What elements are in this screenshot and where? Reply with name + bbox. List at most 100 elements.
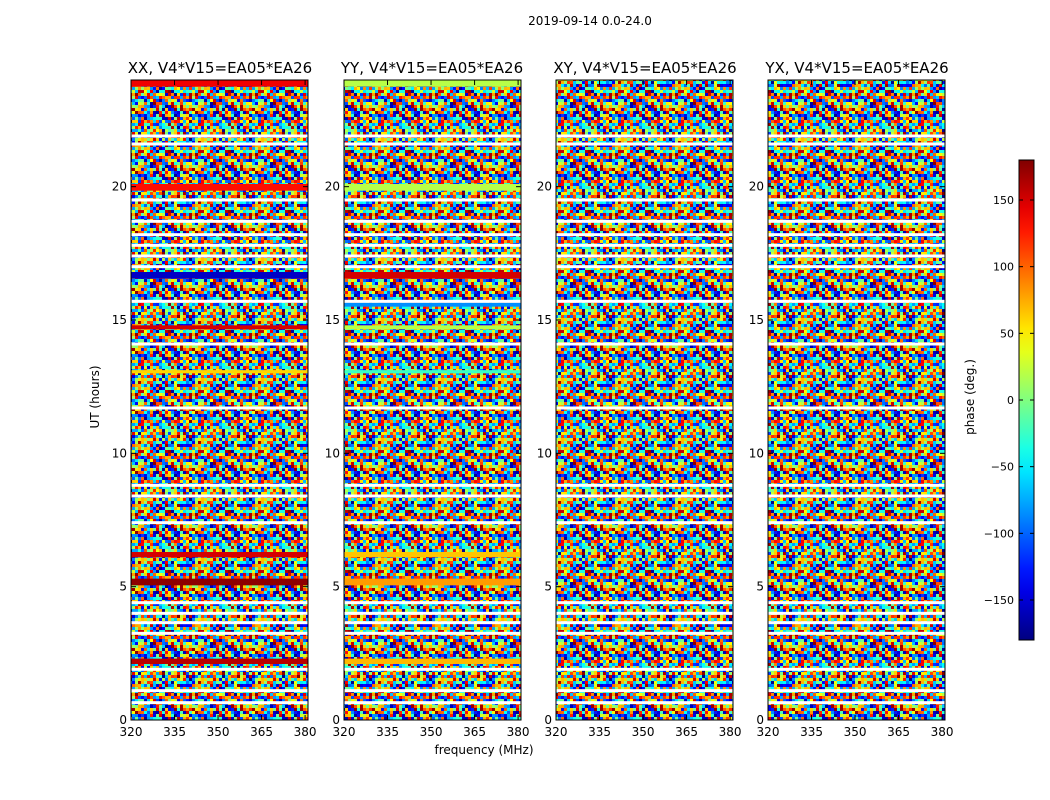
- panel-yy-xtick-label-320: 320: [333, 725, 356, 739]
- panel-yx-flagged-11: [768, 342, 945, 346]
- panel-xx-ytick-label-5: 5: [119, 580, 127, 594]
- panel-yy-flagged-10: [344, 406, 521, 410]
- panel-xy-flagged-16: [556, 233, 733, 237]
- colorbar-tick-label-1: 100: [993, 261, 1014, 274]
- panel-xy-ytick-label-10: 10: [537, 446, 552, 460]
- panel-yx-ytick-label-20: 20: [749, 180, 764, 194]
- panel-xx-flagged-8: [131, 494, 308, 498]
- panel-yx-frame: [767, 79, 946, 721]
- panel-yx-flagged-1: [768, 689, 945, 693]
- panel-xx-band-7: [131, 658, 308, 664]
- panel-xy-flagged-10: [556, 406, 733, 410]
- panel-xx-flagged-11: [131, 342, 308, 346]
- panel-yy-flagged-2: [344, 667, 521, 671]
- panel-xy-flagged-7: [556, 521, 733, 525]
- panel-xx-flagged-5: [131, 611, 308, 615]
- panel-yy-band-6: [344, 552, 521, 558]
- panel-xx-ytick-label-15: 15: [112, 313, 127, 327]
- panel-xx-xtick-label-350: 350: [207, 725, 230, 739]
- panel-xy-flagged-6: [556, 601, 733, 605]
- colorbar-tick-label-6: −150: [984, 594, 1014, 607]
- panel-xx-flagged-4: [131, 621, 308, 625]
- panel-xy-flagged-2: [556, 667, 733, 671]
- panel-yx-xtick-label-380: 380: [931, 725, 954, 739]
- panel-yx-flagged-9: [768, 483, 945, 487]
- panel-xy-flagged-9: [556, 483, 733, 487]
- figure-title: 2019-09-14 0.0-24.0: [528, 14, 652, 28]
- panel-yx-xtick-label-320: 320: [757, 725, 780, 739]
- panel-yx-flagged-18: [768, 198, 945, 202]
- panel-xy-flagged-1: [556, 689, 733, 693]
- panel-yx-xtick-label-350: 350: [844, 725, 867, 739]
- panel-yy-band-7: [344, 578, 521, 586]
- panel-xx-flagged-12: [131, 299, 308, 303]
- panel-xx-flagged-10: [131, 406, 308, 410]
- panel-xx-frame: [130, 79, 309, 721]
- panel-yy-frame: [343, 79, 522, 721]
- panel-yx-flagged-20: [768, 134, 945, 138]
- panel-xx-band-0: [131, 80, 308, 87]
- panel-xy-flagged-8: [556, 494, 733, 498]
- panel-xx-flagged-18: [131, 198, 308, 202]
- panel-yy-ytick-label-15: 15: [325, 313, 340, 327]
- panel-yx-flagged-3: [768, 631, 945, 635]
- panel-yy-flagged-5: [344, 611, 521, 615]
- panel-xy-flagged-18: [556, 198, 733, 202]
- panel-yy-ytick-label-5: 5: [332, 580, 340, 594]
- panel-yx-ytick-label-5: 5: [756, 580, 764, 594]
- panel-xx-band-2: [131, 272, 308, 279]
- panel-yx-flagged-14: [768, 254, 945, 258]
- panel-yy-xtick-label-335: 335: [376, 725, 399, 739]
- panel-xy-flagged-14: [556, 254, 733, 258]
- panel-xy-flagged-15: [556, 243, 733, 247]
- panel-xy-xtick-label-365: 365: [675, 725, 698, 739]
- colorbar-label: phase (deg.): [963, 359, 977, 435]
- colorbar-tick-label-2: 50: [1000, 327, 1014, 340]
- panel-yy-flagged-20: [344, 134, 521, 138]
- panel-xx-flagged-20: [131, 134, 308, 138]
- panel-xy-flagged-3: [556, 631, 733, 635]
- panel-xx-ytick-label-10: 10: [112, 446, 127, 460]
- panel-xy-flagged-5: [556, 611, 733, 615]
- x-axis-label: frequency (MHz): [434, 743, 534, 757]
- panel-xy-flagged-20: [556, 134, 733, 138]
- colorbar-tick-label-0: 150: [993, 194, 1014, 207]
- panel-yy-flagged-14: [344, 254, 521, 258]
- panel-yy-flagged-4: [344, 621, 521, 625]
- panel-xx-flagged-13: [131, 265, 308, 269]
- panel-xx-flagged-7: [131, 521, 308, 525]
- panel-yx-flagged-2: [768, 667, 945, 671]
- panel-xx-flagged-2: [131, 667, 308, 671]
- panel-xx-flagged-19: [131, 142, 308, 146]
- panel-xy-flagged-13: [556, 265, 733, 269]
- panel-xx-flagged-9: [131, 483, 308, 487]
- panel-xx-flagged-1: [131, 689, 308, 693]
- panel-yx-flagged-12: [768, 299, 945, 303]
- panel-yx-flagged-17: [768, 219, 945, 223]
- panel-yy-ytick-label-10: 10: [325, 446, 340, 460]
- panel-yy-flagged-19: [344, 142, 521, 146]
- panel-xy-ytick-label-20: 20: [537, 180, 552, 194]
- panel-yy-band-5: [344, 370, 521, 374]
- panel-xy-flagged-19: [556, 142, 733, 146]
- panel-yy-band-0: [344, 80, 521, 87]
- panel-title-xx: XX, V4*V15=EA05*EA26: [127, 59, 313, 77]
- panel-xy-flagged-11: [556, 342, 733, 346]
- panel-yy-band-4: [344, 325, 521, 330]
- panel-xx-band-3: [131, 325, 308, 330]
- panel-yx-flagged-15: [768, 243, 945, 247]
- panel-xx-flagged-17: [131, 219, 308, 223]
- panel-xy-xtick-label-320: 320: [545, 725, 568, 739]
- panel-yy-band-8: [344, 658, 521, 664]
- panel-yy-flagged-16: [344, 233, 521, 237]
- panel-yy-flagged-8: [344, 494, 521, 498]
- panel-yx-xtick-label-365: 365: [887, 725, 910, 739]
- panel-yx-ytick-label-10: 10: [749, 446, 764, 460]
- panel-yy-flagged-17: [344, 219, 521, 223]
- panel-yx-flagged-7: [768, 521, 945, 525]
- panel-yx-flagged-8: [768, 494, 945, 498]
- panel-yx-ytick-label-0: 0: [756, 713, 764, 727]
- panel-yx-flagged-6: [768, 601, 945, 605]
- panel-yy-xtick-label-380: 380: [507, 725, 530, 739]
- panel-xx-ytick-label-20: 20: [112, 180, 127, 194]
